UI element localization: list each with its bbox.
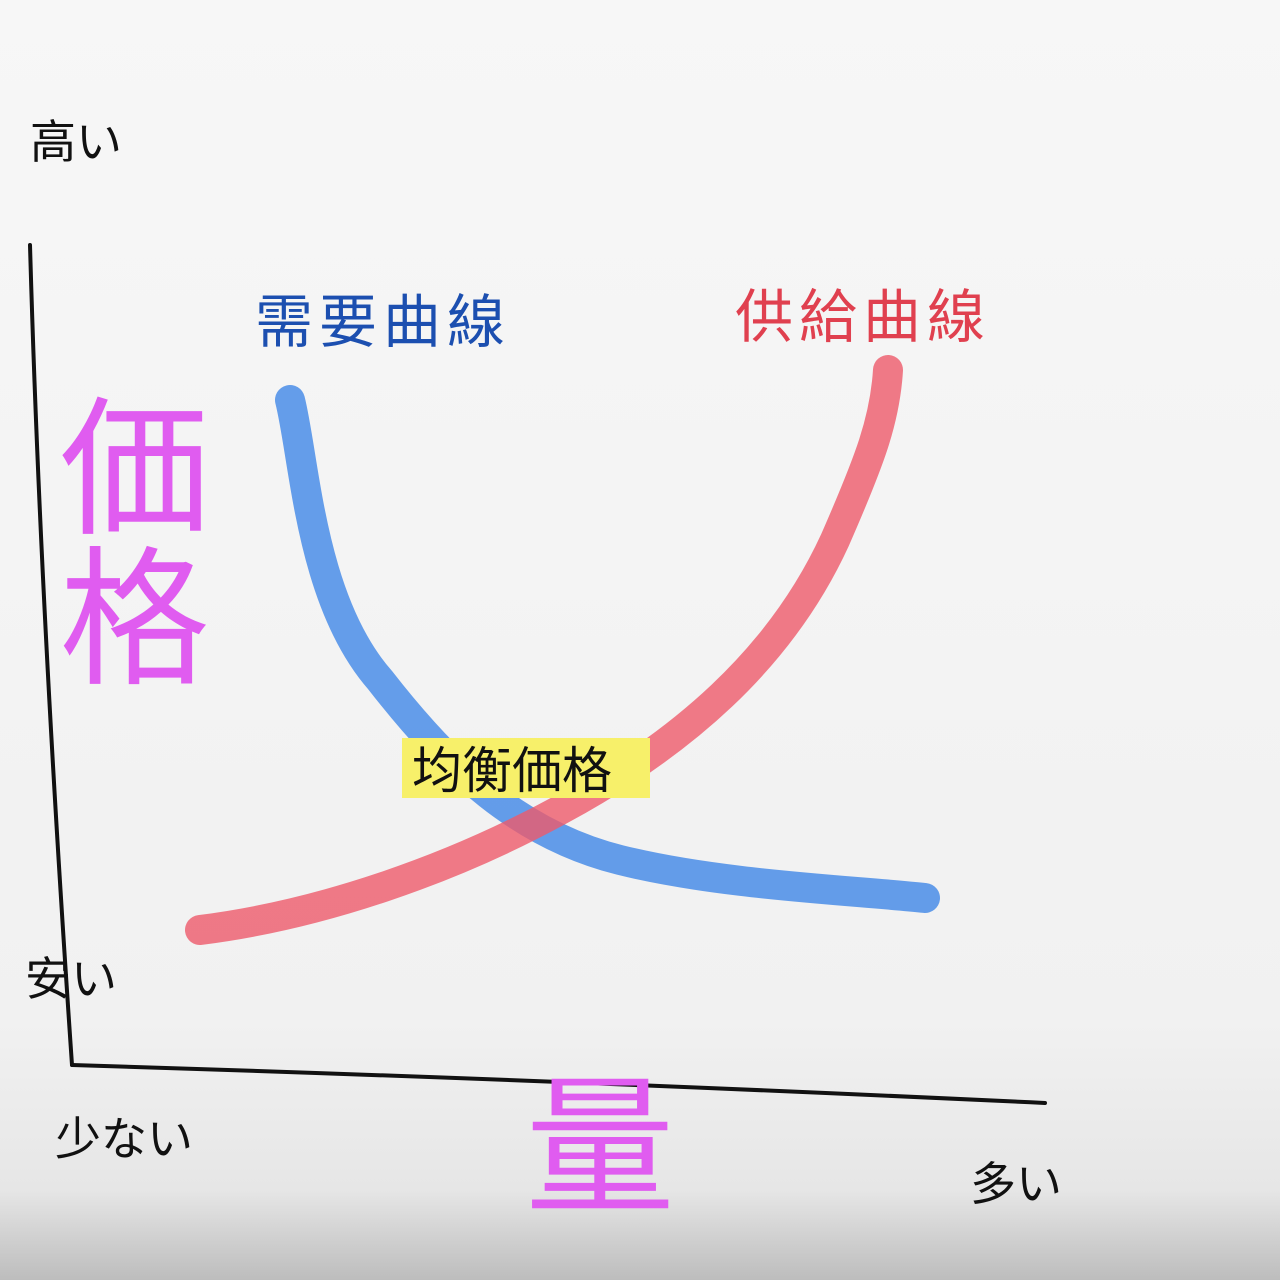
x-axis bbox=[70, 1063, 1047, 1105]
y-axis-title: 価格 bbox=[34, 390, 208, 690]
y-low-label: 安い bbox=[25, 952, 117, 1006]
equilibrium-label: 均衡価格 bbox=[412, 742, 612, 800]
y-axis bbox=[28, 243, 74, 1067]
x-axis-title: 量 bbox=[525, 1062, 675, 1236]
equilibrium-highlight bbox=[402, 738, 650, 798]
supply-curve bbox=[185, 355, 903, 945]
x-high-label: 多い bbox=[970, 1157, 1062, 1211]
x-low-label: 少ない bbox=[55, 1112, 193, 1166]
supply-label: 供給曲線 bbox=[735, 283, 991, 351]
demand-label: 需要曲線 bbox=[255, 288, 511, 356]
y-high-label: 高い bbox=[30, 115, 122, 169]
